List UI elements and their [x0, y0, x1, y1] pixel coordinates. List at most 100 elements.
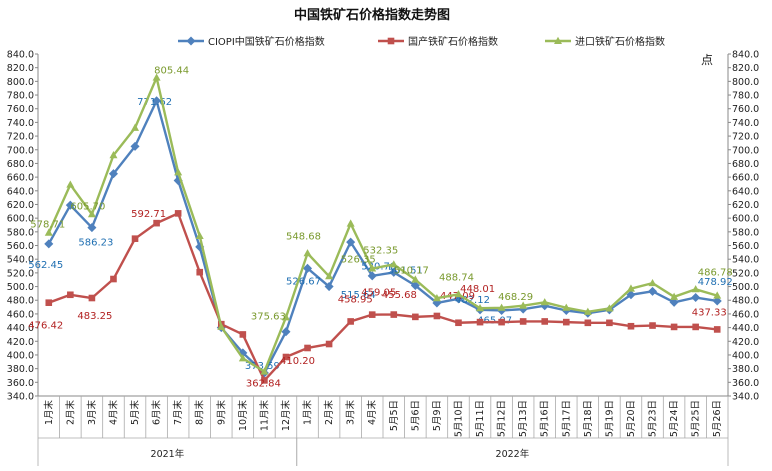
y-tick-label-left: 640.0	[7, 186, 34, 197]
y-tick-label-left: 580.0	[7, 227, 34, 238]
y-tick-label-right: 680.0	[732, 159, 759, 170]
y-tick-label-right: 540.0	[732, 255, 759, 266]
series-2: 476.42 483.25 592.71 362.84 410.20 458.95459.…	[28, 209, 726, 389]
series-point	[87, 210, 96, 218]
data-label: 501.51	[388, 266, 423, 277]
y-tick-label-left: 680.0	[7, 159, 34, 170]
series-line	[47, 76, 718, 373]
series-point	[152, 96, 162, 106]
y-tick-label-right: 420.0	[732, 337, 759, 348]
series-point	[110, 275, 117, 283]
x-tick-label: 10月末	[237, 400, 249, 432]
y-tick-label-right: 480.0	[732, 296, 759, 307]
data-label: 515.64	[341, 290, 376, 301]
data-label: 592.71	[131, 209, 166, 220]
x-tick-label: 2月末	[323, 400, 335, 426]
x-tick-label: 4月末	[107, 400, 119, 426]
y-tick-label-left: 700.0	[7, 145, 34, 156]
series-point	[670, 292, 679, 300]
data-label: 771.62	[137, 97, 172, 108]
series-point	[174, 210, 182, 217]
series-point	[195, 231, 204, 239]
y-tick-label-right: 380.0	[732, 364, 759, 375]
series-point	[692, 323, 699, 331]
y-tick-label-right: 720.0	[732, 132, 759, 143]
series-point	[583, 307, 592, 315]
series-point	[238, 354, 247, 362]
series-point	[131, 123, 140, 131]
x-tick-label: 3月末	[86, 400, 98, 426]
series-line	[48, 212, 718, 382]
series-point	[497, 303, 506, 311]
series-point	[217, 322, 226, 330]
series-point	[476, 304, 485, 312]
series-point	[670, 323, 678, 331]
y-tick-label-left: 660.0	[7, 173, 34, 184]
x-tick-label: 5月12日	[497, 400, 508, 437]
x-tick-label: 5月17日	[561, 400, 572, 437]
x-tick-label: 5月19日	[604, 400, 615, 437]
series-point	[67, 291, 74, 299]
y-tick-label-right: 360.0	[732, 378, 759, 389]
y-tick-label-right: 340.0	[732, 392, 759, 403]
series-point	[519, 318, 527, 325]
series-point	[412, 313, 419, 321]
y-tick-label-left: 740.0	[7, 118, 34, 129]
data-label: 482.12	[455, 295, 490, 306]
series-point	[519, 301, 528, 309]
data-label: 605.70	[70, 201, 105, 212]
series-point	[325, 340, 333, 348]
y-tick-label-right: 820.0	[732, 63, 759, 74]
year-group-label: 2022年	[496, 448, 530, 460]
series-point	[389, 260, 398, 268]
series-point	[368, 264, 377, 272]
x-tick-label: 6月末	[151, 400, 163, 426]
data-label: 488.74	[439, 272, 474, 283]
x-tick-label: 5月10日	[453, 400, 464, 437]
series-point	[368, 311, 376, 318]
series-point	[541, 318, 549, 325]
series-point	[648, 278, 657, 287]
y-tick-label-left: 400.0	[7, 350, 34, 361]
x-tick-label: 3月末	[345, 400, 357, 426]
x-tick-label: 1月末	[43, 400, 55, 426]
y-tick-label-right: 580.0	[732, 227, 759, 238]
y-tick-label-left: 340.0	[7, 392, 34, 403]
y-tick-label-right: 800.0	[732, 77, 759, 88]
data-label: 483.25	[77, 311, 112, 322]
series-point	[605, 304, 614, 312]
series-line	[47, 99, 718, 375]
series-point	[606, 319, 613, 327]
series-point	[411, 275, 420, 283]
series-point	[304, 344, 311, 352]
x-tick-label: 5月5日	[389, 400, 400, 431]
x-tick-label: 5月16日	[540, 400, 551, 437]
series-point	[713, 291, 722, 299]
series-point	[87, 223, 97, 233]
legend-label: 进口铁矿石价格指数	[575, 35, 665, 48]
y-tick-label-right: 500.0	[732, 282, 759, 293]
y-tick-label-right: 460.0	[732, 309, 759, 320]
y-tick-label-right: 760.0	[732, 104, 759, 115]
data-label: 375.63	[251, 312, 286, 323]
series-point	[691, 292, 701, 303]
x-tick-label: 5月20日	[626, 400, 637, 437]
series-point	[626, 284, 635, 292]
series-point	[691, 285, 700, 293]
series-point	[649, 322, 656, 329]
series-point	[346, 219, 355, 227]
data-label: 468.29	[498, 292, 533, 303]
x-tick-label: 7月末	[172, 400, 184, 426]
y-tick-label-left: 600.0	[7, 214, 34, 225]
y-tick-label-right: 620.0	[732, 200, 759, 211]
y-tick-label-right: 560.0	[732, 241, 759, 252]
y-tick-label-left: 440.0	[7, 323, 34, 334]
y-tick-label-left: 500.0	[7, 282, 34, 293]
data-label: 526.35	[341, 255, 376, 266]
series-point	[648, 286, 658, 296]
legend-label: 国产铁矿石价格指数	[408, 35, 498, 48]
data-label: 586.23	[78, 238, 113, 249]
series-point	[303, 249, 312, 257]
x-tick-label: 8月末	[194, 400, 206, 426]
